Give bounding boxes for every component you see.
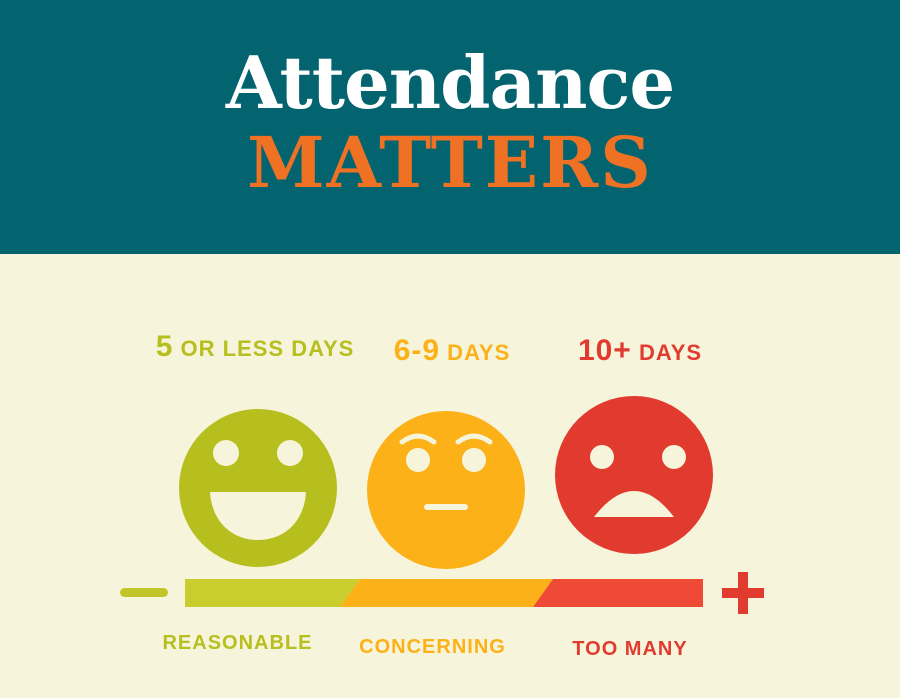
- category-concerning: CONCERNING: [359, 636, 506, 658]
- attendance-scale-bar: [120, 572, 764, 614]
- scale-segment-concerning: [340, 579, 553, 607]
- label-text: DAYS: [440, 340, 511, 365]
- label-count: 6-9: [393, 334, 441, 367]
- label-count: 10+: [577, 334, 632, 367]
- happy-face-icon: [179, 409, 337, 567]
- minus-icon: [120, 588, 168, 597]
- scale-segment-too-many: [533, 579, 703, 607]
- label-5-or-less-days: 5 OR LESS DAYS: [150, 332, 360, 362]
- label-text: DAYS: [631, 340, 703, 365]
- plus-icon: [722, 572, 764, 614]
- category-too-many: TOO MANY: [572, 638, 688, 660]
- scale-segment-reasonable: [185, 579, 340, 607]
- header-banner: Attendance MATTERS: [0, 0, 900, 254]
- label-text: OR LESS DAYS: [173, 336, 355, 361]
- label-10-plus-days: 10+ DAYS: [540, 336, 740, 366]
- title-attendance: Attendance: [225, 40, 675, 125]
- label-count: 5: [155, 330, 174, 363]
- title-matters: MATTERS: [247, 121, 653, 204]
- label-6-9-days: 6-9 DAYS: [352, 336, 552, 366]
- neutral-face-icon: [367, 411, 525, 569]
- category-reasonable: REASONABLE: [162, 632, 313, 654]
- sad-face-icon: [555, 396, 713, 554]
